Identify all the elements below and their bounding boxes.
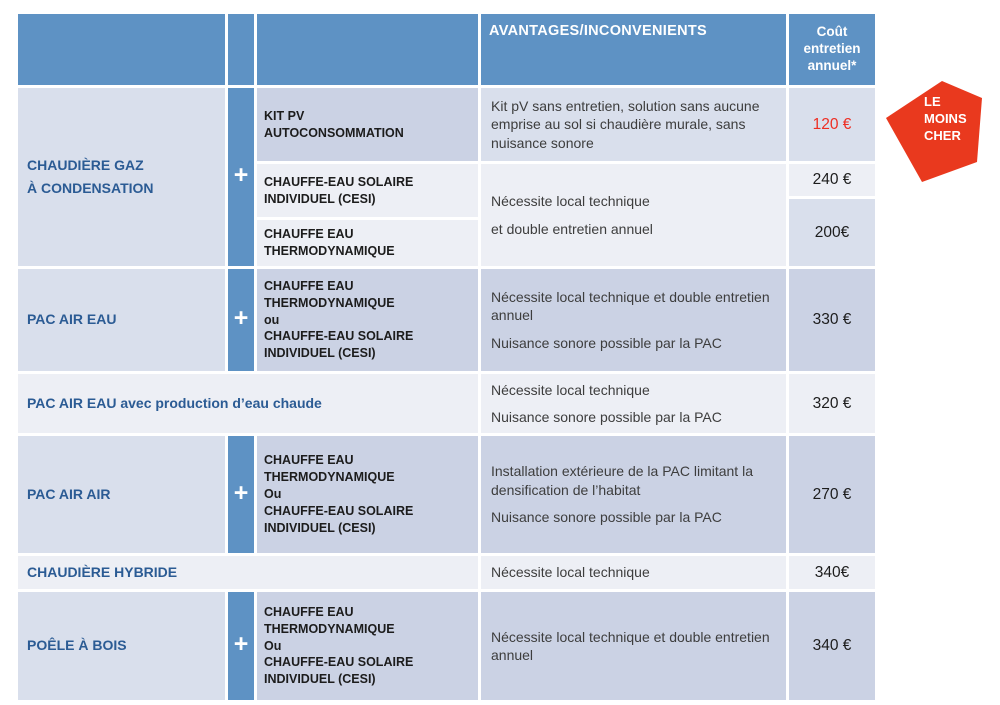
plus-icon: +: [228, 592, 254, 700]
row-poele-bois: POÊLE À BOIS + CHAUFFE EAU THERMODYNAMIQ…: [18, 592, 875, 700]
row-chaudiere-hybride: CHAUDIÈRE HYBRIDE Nécessite local techni…: [18, 556, 875, 589]
badge-text: LE MOINS CHER: [924, 94, 967, 143]
combo-option: CHAUFFE EAU THERMODYNAMIQUE Ou CHAUFFE-E…: [257, 592, 478, 700]
advantage-text: Nécessite local technique et double entr…: [481, 592, 786, 700]
cost-value: 320 €: [789, 374, 875, 433]
row-pac-air-air: PAC AIR AIR + CHAUFFE EAU THERMODYNAMIQU…: [18, 436, 875, 553]
left-arrow-icon: [886, 81, 982, 182]
advantage-text: Nécessite local technique et double entr…: [481, 164, 786, 266]
system-name: PAC AIR EAU: [18, 269, 225, 371]
system-name: PAC AIR EAU avec production d’eau chaude: [18, 374, 478, 433]
combo-option: CHAUFFE EAU THERMODYNAMIQUE: [257, 220, 478, 266]
cost-value: 330 €: [789, 269, 875, 371]
header-cell-combo: [257, 14, 478, 85]
cost-value: 200€: [789, 199, 875, 266]
cost-value: 340 €: [789, 592, 875, 700]
system-name: PAC AIR AIR: [18, 436, 225, 553]
cost-value: 120 €: [789, 88, 875, 161]
plus-icon: +: [228, 436, 254, 553]
advantage-text: Nécessite local technique: [481, 556, 786, 589]
advantage-text: Nécessite local technique Nuisance sonor…: [481, 374, 786, 433]
row-pac-air-eau: PAC AIR EAU + CHAUFFE EAU THERMODYNAMIQU…: [18, 269, 875, 371]
advantage-text: Kit pV sans entretien, solution sans auc…: [481, 88, 786, 161]
combo-option: KIT PV AUTOCONSOMMATION: [257, 88, 478, 161]
plus-icon: +: [228, 88, 254, 266]
cost-value: 340€: [789, 556, 875, 589]
header-cell-system: [18, 14, 225, 85]
advantage-text: Nécessite local technique et double entr…: [481, 269, 786, 371]
system-name: POÊLE À BOIS: [18, 592, 225, 700]
cost-value: 270 €: [789, 436, 875, 553]
combo-option: CHAUFFE EAU THERMODYNAMIQUE Ou CHAUFFE-E…: [257, 436, 478, 553]
header-cell-plus: [228, 14, 254, 85]
cost-value: 240 €: [789, 164, 875, 196]
header-row: AVANTAGES/INCONVENIENTS Coût entretien a…: [18, 14, 875, 85]
combo-option: CHAUFFE EAU THERMODYNAMIQUE ou CHAUFFE-E…: [257, 269, 478, 371]
plus-icon: +: [228, 269, 254, 371]
row-chaudiere-gaz: CHAUDIÈRE GAZ À CONDENSATION + KIT PV AU…: [18, 88, 875, 266]
system-name: CHAUDIÈRE HYBRIDE: [18, 556, 478, 589]
header-advantages: AVANTAGES/INCONVENIENTS: [481, 14, 786, 85]
row-pac-air-eau-ecs: PAC AIR EAU avec production d’eau chaude…: [18, 374, 875, 433]
header-cost: Coût entretien annuel*: [789, 14, 875, 85]
comparison-table: AVANTAGES/INCONVENIENTS Coût entretien a…: [18, 14, 875, 700]
combo-option: CHAUFFE-EAU SOLAIRE INDIVIDUEL (CESI): [257, 164, 478, 217]
cheapest-badge: LE MOINS CHER: [880, 78, 992, 196]
advantage-text: Installation extérieure de la PAC limita…: [481, 436, 786, 553]
system-name: CHAUDIÈRE GAZ À CONDENSATION: [18, 88, 225, 266]
